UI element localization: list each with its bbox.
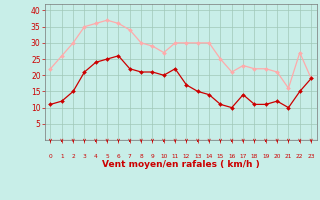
X-axis label: Vent moyen/en rafales ( km/h ): Vent moyen/en rafales ( km/h ) (102, 160, 260, 169)
